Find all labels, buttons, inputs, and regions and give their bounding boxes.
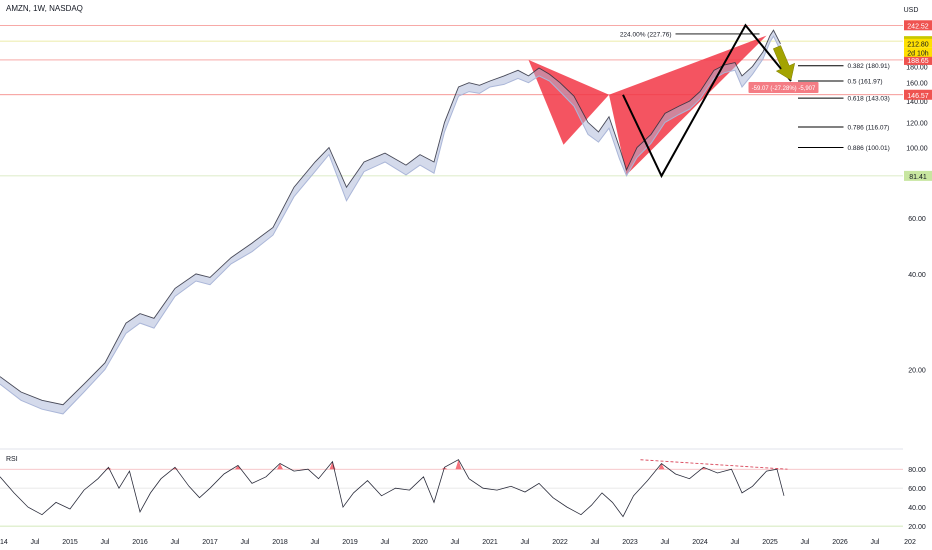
price-level-label: 212.80 xyxy=(907,41,929,48)
rsi-tick-label: 80.00 xyxy=(908,467,926,474)
fibonacci-levels: 0.382 (180.91) 0.5 (161.97) 0.618 (143.03)… xyxy=(798,63,890,152)
symbol-title: AMZN, 1W, NASDAQ xyxy=(6,4,83,13)
extension-label: 224.00% (227.76) xyxy=(620,31,672,38)
price-level-label: 188.65 xyxy=(907,58,929,65)
price-level-badge xyxy=(904,54,932,65)
measure-badge xyxy=(748,81,819,93)
x-tick-label: Jul xyxy=(801,539,810,546)
x-tick-label: Jul xyxy=(101,539,110,546)
x-tick-label: Jul xyxy=(731,539,740,546)
countdown-label: 2d 10h xyxy=(907,50,929,57)
price-level-label: 81.41 xyxy=(909,174,927,181)
rsi-overbought-fill xyxy=(235,465,241,470)
x-tick-label: 2016 xyxy=(132,539,148,546)
x-tick-label: Jul xyxy=(451,539,460,546)
price-tick-label: 60.00 xyxy=(908,216,926,223)
x-tick-label: 2026 xyxy=(832,539,848,546)
harmonic-pattern xyxy=(528,35,767,175)
x-tick-label: Jul xyxy=(381,539,390,546)
x-tick-label: 2024 xyxy=(692,539,708,546)
fib-level-label: 0.382 (180.91) xyxy=(848,63,890,70)
x-tick-label: Jul xyxy=(31,539,40,546)
x-tick-label: 2015 xyxy=(62,539,78,546)
rsi-tick-label: 60.00 xyxy=(908,486,926,493)
x-tick-label: 2025 xyxy=(762,539,778,546)
price-level-badge xyxy=(904,20,932,31)
fib-level-label: 0.5 (161.97) xyxy=(848,78,883,85)
x-tick-label: 202 xyxy=(904,539,916,546)
x-tick-label: Jul xyxy=(311,539,320,546)
price-tick-label: 100.00 xyxy=(906,146,928,153)
price-tick-label: 120.00 xyxy=(906,120,928,127)
x-tick-label: 2020 xyxy=(412,539,428,546)
rsi-overbought-fill xyxy=(455,459,462,470)
fib-level-label: 0.786 (116.07) xyxy=(848,124,890,131)
price-tick-label: 40.00 xyxy=(908,272,926,279)
x-tick-label: 2022 xyxy=(552,539,568,546)
price-line xyxy=(0,29,781,406)
x-tick-label: Jul xyxy=(521,539,530,546)
price-low-line xyxy=(0,35,781,415)
rsi-tick-label: 40.00 xyxy=(908,505,926,512)
x-tick-label: Jul xyxy=(661,539,670,546)
x-tick-label: 2014 xyxy=(0,539,8,546)
fib-level-label: 0.886 (100.01) xyxy=(848,145,890,152)
countdown-badge xyxy=(904,47,932,57)
price-level-badge xyxy=(904,170,932,181)
price-level-badge xyxy=(904,38,932,48)
rsi-overbought-fill xyxy=(277,463,283,470)
price-series xyxy=(0,29,781,415)
rsi-panel: RSI xyxy=(0,448,903,527)
x-tick-label: 2018 xyxy=(272,539,288,546)
measure-label: -59.07 (-27.28%) -5,907 xyxy=(752,86,816,92)
projection-zigzag xyxy=(622,23,792,179)
x-tick-label: 2019 xyxy=(342,539,358,546)
price-level-label: 146.57 xyxy=(907,93,929,100)
rsi-line xyxy=(0,459,785,518)
projection-lines xyxy=(622,23,792,179)
x-tick-label: Jul xyxy=(871,539,880,546)
rsi-tick-label: 20.00 xyxy=(908,524,926,531)
price-tick-label: 20.00 xyxy=(908,368,926,375)
price-level-badge xyxy=(904,89,932,100)
price-level-label: 242.52 xyxy=(907,23,929,30)
x-tick-label: 2017 xyxy=(202,539,218,546)
annotations: 224.00% (227.76) -59.07 (-27.28%) -5,907 xyxy=(620,31,819,93)
price-tick-label: 160.00 xyxy=(906,81,928,88)
rsi-overbought-fill xyxy=(658,463,665,470)
down-arrow xyxy=(772,45,796,81)
fib-level-label: 0.618 (143.03) xyxy=(848,96,890,103)
axes: 20.00 40.00 60.00 100.00 120.00 140.00 160.00 1… xyxy=(0,50,928,546)
price-tick-label: 180.00 xyxy=(906,64,928,71)
currency-label: USD xyxy=(904,7,919,14)
rsi-divergence-line xyxy=(640,459,788,470)
price-range-band xyxy=(0,30,781,414)
x-tick-label: Jul xyxy=(171,539,180,546)
price-tick-label: 140.00 xyxy=(906,99,928,106)
x-tick-label: 2023 xyxy=(622,539,638,546)
x-tick-label: Jul xyxy=(591,539,600,546)
x-tick-label: Jul xyxy=(241,539,250,546)
x-tick-label: 2021 xyxy=(482,539,498,546)
rsi-title: RSI xyxy=(6,456,18,463)
